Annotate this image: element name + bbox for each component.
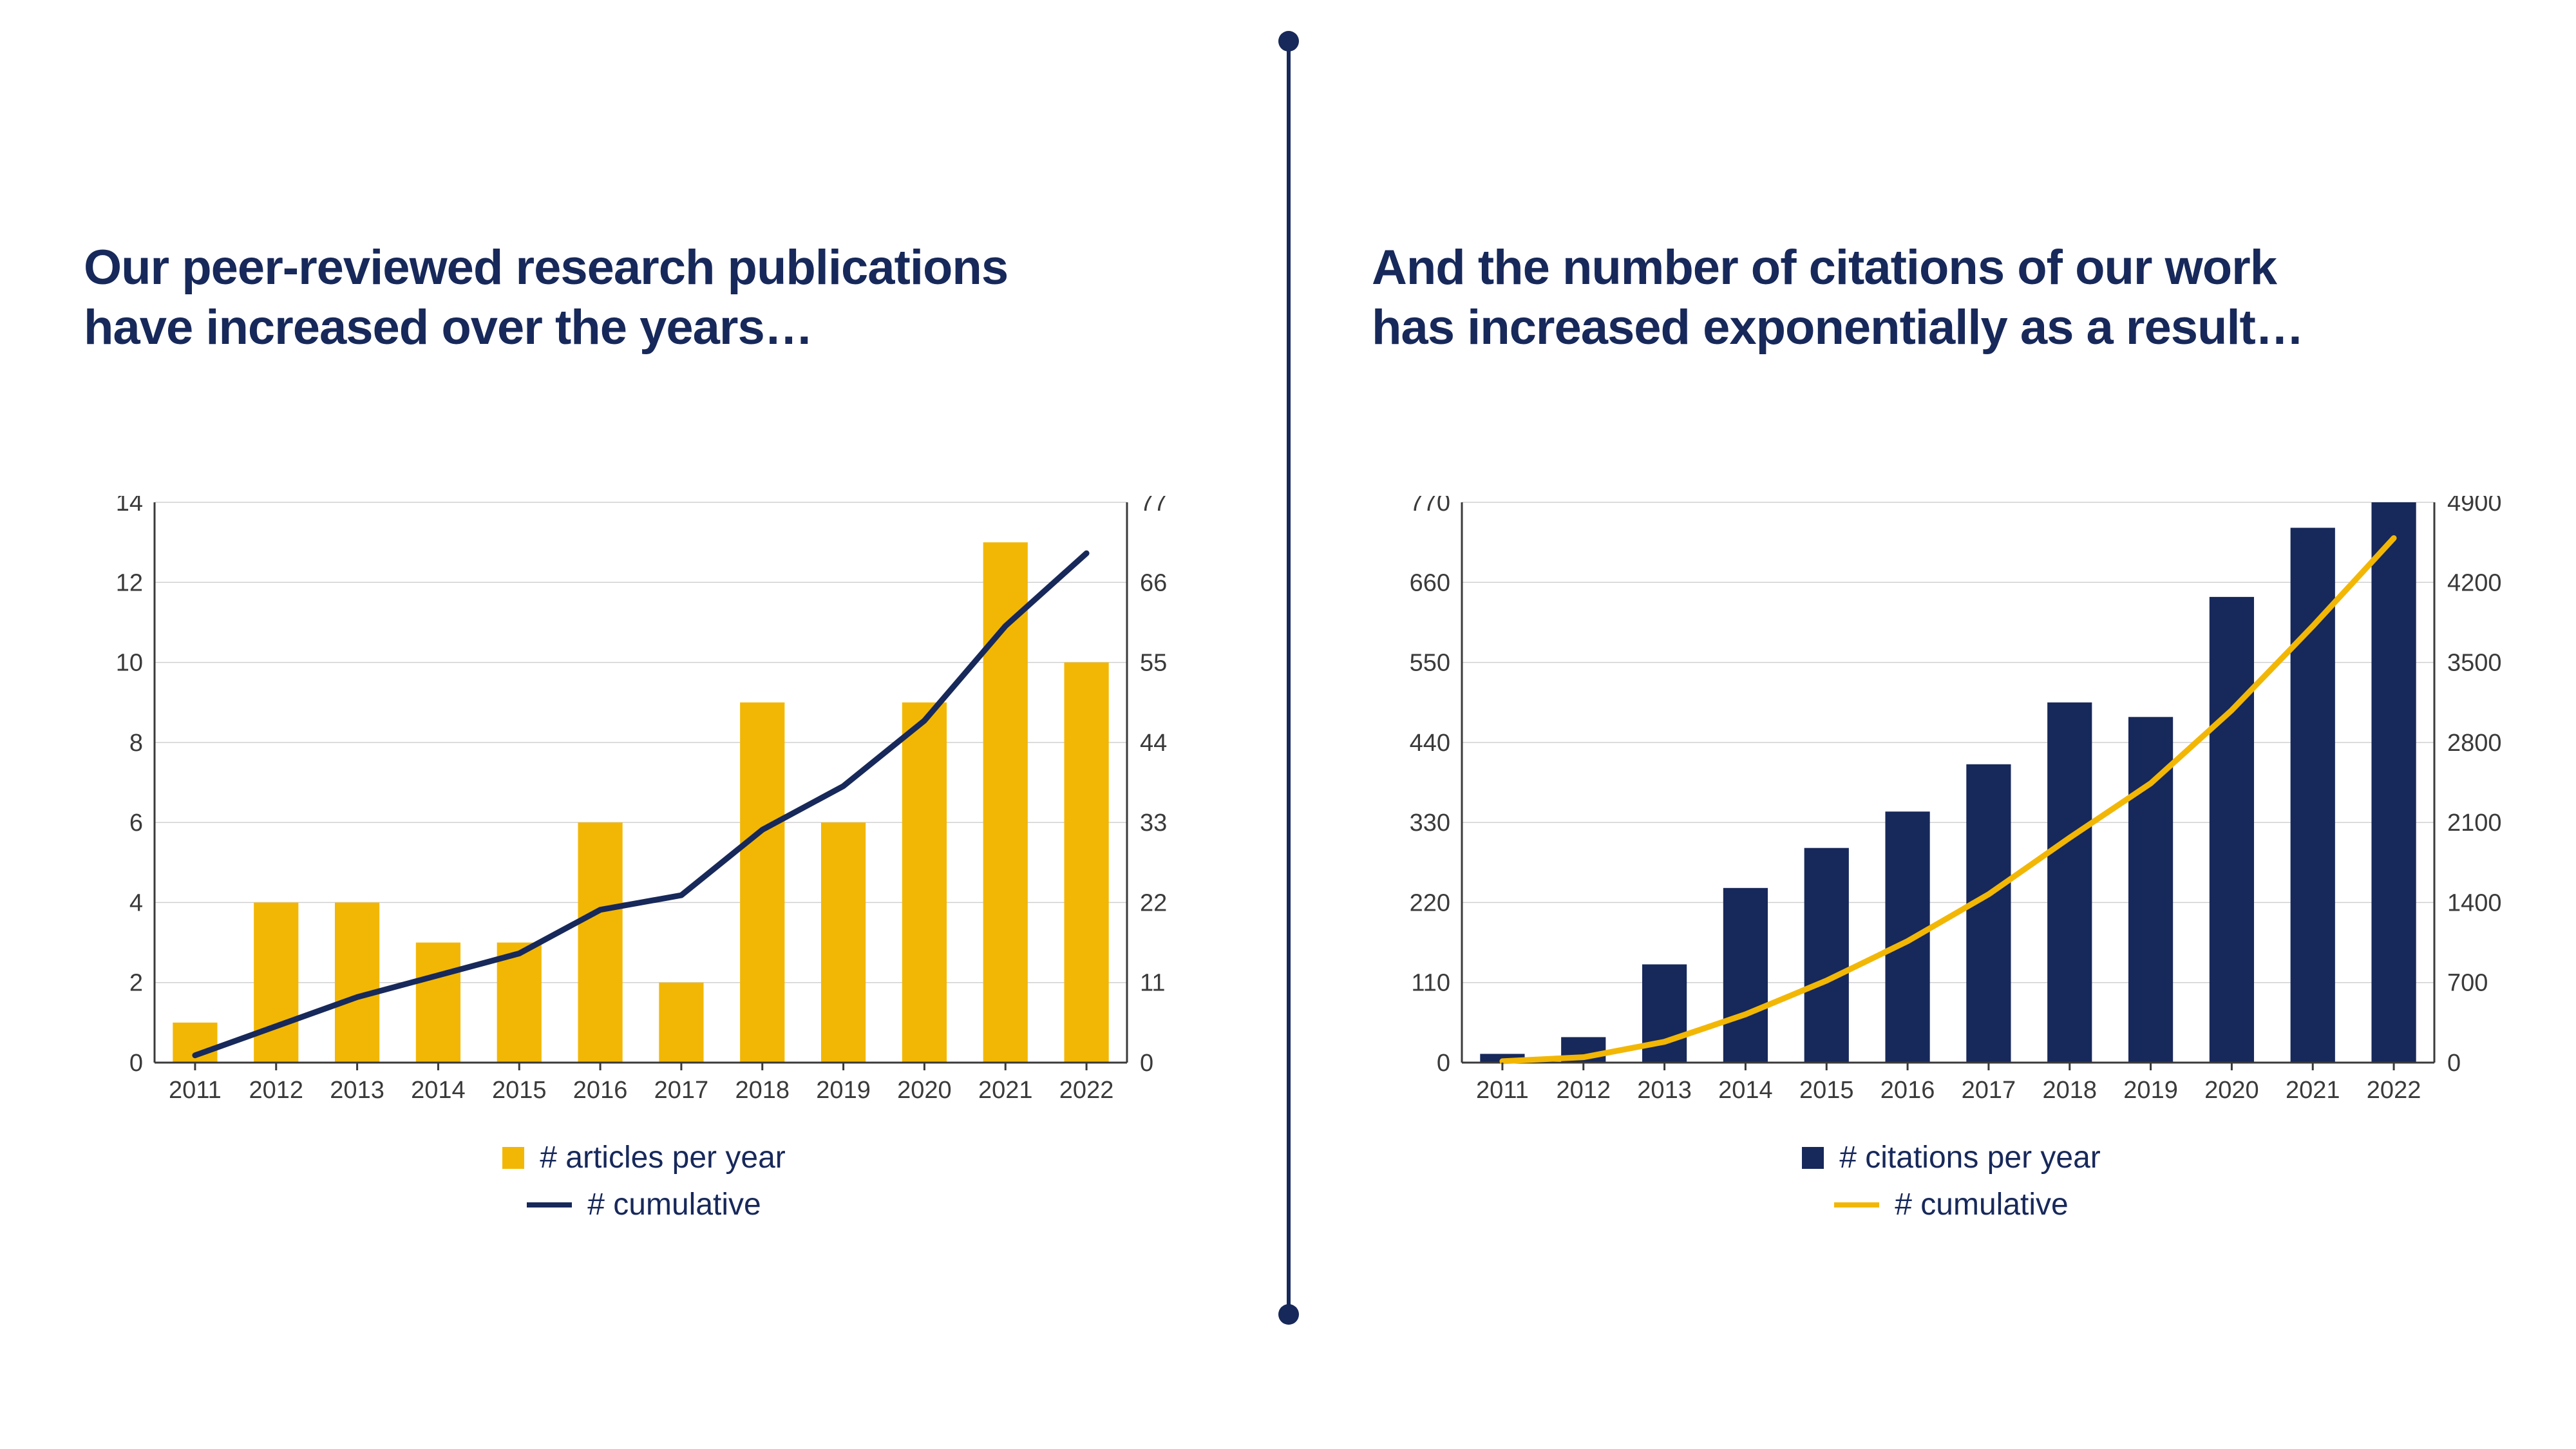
right-legend: # citations per year # cumulative xyxy=(1372,1140,2531,1234)
svg-text:10: 10 xyxy=(116,650,143,677)
svg-text:660: 660 xyxy=(1410,569,1450,596)
svg-text:2022: 2022 xyxy=(1059,1077,1114,1104)
svg-text:2013: 2013 xyxy=(1637,1077,1692,1104)
svg-text:2016: 2016 xyxy=(573,1077,628,1104)
svg-text:22: 22 xyxy=(1140,889,1167,916)
svg-text:2016: 2016 xyxy=(1880,1077,1935,1104)
svg-text:6: 6 xyxy=(129,810,143,837)
svg-text:220: 220 xyxy=(1410,889,1450,916)
legend-bar-label: # articles per year xyxy=(540,1140,786,1175)
bar xyxy=(902,703,947,1063)
legend-line-swatch xyxy=(527,1202,572,1208)
legend-line-label: # cumulative xyxy=(587,1187,761,1222)
center-divider xyxy=(1287,39,1291,1314)
bar xyxy=(2047,703,2092,1063)
bar xyxy=(1885,811,1929,1063)
bar xyxy=(1064,663,1108,1063)
bar xyxy=(416,943,460,1063)
left-title: Our peer-reviewed research publications … xyxy=(84,238,1179,357)
cumulative-line xyxy=(195,553,1086,1056)
svg-text:12: 12 xyxy=(116,569,143,596)
divider-dot-top xyxy=(1278,31,1299,52)
bar xyxy=(335,902,379,1063)
svg-text:2100: 2100 xyxy=(2447,810,2502,837)
bar xyxy=(254,902,298,1063)
svg-text:4900: 4900 xyxy=(2447,496,2502,516)
svg-text:2017: 2017 xyxy=(654,1077,709,1104)
bar xyxy=(659,983,703,1063)
bar xyxy=(1966,764,2011,1063)
left-chart: 0 2 4 6 8 10 12 14 0 11 22 33 44 55 66 77 2011 2012 2013 20… xyxy=(64,496,1224,1114)
bar xyxy=(983,542,1028,1063)
svg-text:2018: 2018 xyxy=(2042,1077,2097,1104)
svg-text:2017: 2017 xyxy=(1962,1077,2016,1104)
svg-text:14: 14 xyxy=(116,496,143,516)
legend-bar-label: # citations per year xyxy=(1839,1140,2101,1175)
svg-text:2021: 2021 xyxy=(2286,1077,2340,1104)
legend-bar-swatch xyxy=(502,1147,524,1169)
svg-text:2022: 2022 xyxy=(2367,1077,2421,1104)
svg-text:2021: 2021 xyxy=(978,1077,1033,1104)
bar xyxy=(740,703,784,1063)
legend-bar-swatch xyxy=(1802,1147,1824,1169)
svg-text:2018: 2018 xyxy=(735,1077,790,1104)
svg-text:440: 440 xyxy=(1410,730,1450,757)
divider-dot-bottom xyxy=(1278,1304,1299,1325)
svg-text:2: 2 xyxy=(129,970,143,997)
bar xyxy=(1723,888,1768,1063)
svg-text:4: 4 xyxy=(129,889,143,916)
svg-text:66: 66 xyxy=(1140,569,1167,596)
svg-text:11: 11 xyxy=(1140,970,1165,997)
bar xyxy=(2210,597,2254,1063)
right-title: And the number of citations of our work … xyxy=(1372,238,2479,357)
svg-text:4200: 4200 xyxy=(2447,569,2502,596)
svg-text:33: 33 xyxy=(1140,810,1167,837)
svg-text:0: 0 xyxy=(129,1050,143,1077)
bar xyxy=(821,822,866,1063)
svg-text:0: 0 xyxy=(1437,1050,1450,1077)
svg-text:2011: 2011 xyxy=(169,1077,222,1104)
svg-text:2012: 2012 xyxy=(1556,1077,1611,1104)
svg-text:2012: 2012 xyxy=(249,1077,303,1104)
legend-line-label: # cumulative xyxy=(1895,1187,2068,1222)
bar xyxy=(1804,848,1849,1063)
svg-text:2800: 2800 xyxy=(2447,730,2502,757)
bar xyxy=(578,822,622,1063)
svg-text:8: 8 xyxy=(129,730,143,757)
svg-text:110: 110 xyxy=(1411,970,1450,997)
svg-text:2019: 2019 xyxy=(2123,1077,2178,1104)
svg-text:0: 0 xyxy=(2447,1050,2461,1077)
svg-text:2020: 2020 xyxy=(897,1077,952,1104)
bar xyxy=(1642,964,1687,1063)
svg-text:2013: 2013 xyxy=(330,1077,384,1104)
svg-text:2020: 2020 xyxy=(2204,1077,2259,1104)
svg-text:2014: 2014 xyxy=(411,1077,466,1104)
svg-text:700: 700 xyxy=(2447,970,2488,997)
svg-text:0: 0 xyxy=(1140,1050,1153,1077)
svg-text:77: 77 xyxy=(1140,496,1167,516)
svg-text:44: 44 xyxy=(1140,730,1167,757)
svg-text:2015: 2015 xyxy=(1799,1077,1854,1104)
svg-text:2011: 2011 xyxy=(1476,1077,1529,1104)
right-chart: 0 110 220 330 440 550 660 770 0 700 1400 2100 2800 35… xyxy=(1372,496,2531,1114)
bar xyxy=(2371,502,2416,1063)
svg-text:55: 55 xyxy=(1140,650,1167,677)
left-legend: # articles per year # cumulative xyxy=(64,1140,1224,1234)
svg-text:3500: 3500 xyxy=(2447,650,2502,677)
svg-text:770: 770 xyxy=(1410,496,1450,516)
svg-text:2014: 2014 xyxy=(1718,1077,1773,1104)
svg-text:2015: 2015 xyxy=(492,1077,547,1104)
svg-text:1400: 1400 xyxy=(2447,889,2502,916)
legend-line-swatch xyxy=(1834,1202,1879,1208)
svg-text:2019: 2019 xyxy=(816,1077,871,1104)
svg-text:550: 550 xyxy=(1410,650,1450,677)
svg-text:330: 330 xyxy=(1410,810,1450,837)
